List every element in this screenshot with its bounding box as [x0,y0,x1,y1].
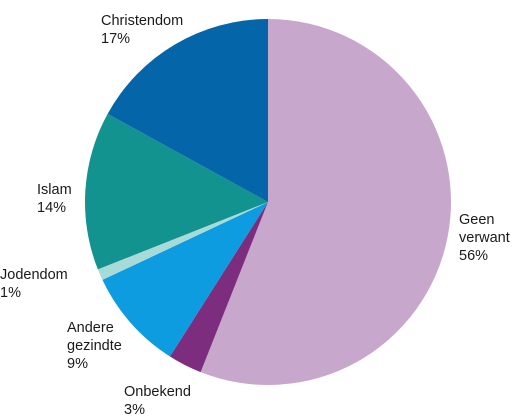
slice-name-label: Islam [37,182,72,198]
pie-slice [169,202,268,373]
pie-slice [107,19,268,202]
pie-slices [85,19,451,385]
pie-slice [97,202,268,280]
slice-value-label: 1% [0,285,21,301]
slice-label: Andere gezindte 9% [67,320,122,372]
slice-label: Christendom 17% [101,13,183,47]
slice-value-label: 9% [67,356,88,372]
slice-value-label: 56% [459,248,488,264]
slice-value-label: 17% [101,31,130,47]
slice-name-label: Christendom [101,13,183,29]
pie-slice [102,202,268,357]
slice-name-label: gezindte [67,338,122,354]
pie-slice [85,113,268,270]
slice-value-label: 3% [124,402,145,417]
slice-label: Onbekend 3% [124,384,191,417]
slice-label: Islam 14% [37,182,72,216]
slice-labels: Geen verwant 56% Onbekend 3% Andere gezindte 9%… [0,13,510,417]
slice-value-label: 14% [37,200,66,216]
slice-label: Jodendom 1% [0,267,68,301]
slice-name-label: Onbekend [124,384,191,400]
slice-name-label: Andere [67,320,114,336]
slice-name-label: verwant [459,230,510,246]
slice-name-label: Geen [459,212,494,228]
pie-slice [200,19,451,385]
slice-label: Geen verwant 56% [459,212,510,264]
slice-name-label: Jodendom [0,267,68,283]
